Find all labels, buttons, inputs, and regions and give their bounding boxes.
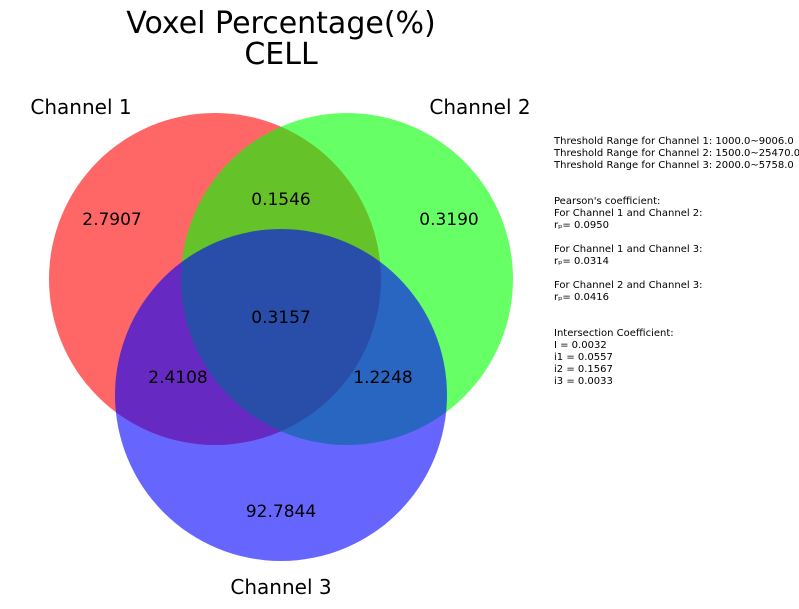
- threshold-channel-1: Threshold Range for Channel 1: 1000.0~90…: [554, 136, 794, 147]
- threshold-channel-3: Threshold Range for Channel 3: 2000.0~57…: [554, 160, 794, 171]
- intersection-i2: i2 = 0.1567: [554, 364, 613, 375]
- set-label-channel-3: Channel 3: [230, 575, 331, 599]
- region-label-channel-1-2-3: 0.3157: [251, 308, 310, 328]
- region-label-channel-3-only: 92.7844: [246, 502, 316, 522]
- set-label-channel-1: Channel 1: [30, 95, 131, 119]
- set-label-channel-2: Channel 2: [429, 95, 530, 119]
- pearson-value-1-3: rₚ= 0.0314: [554, 256, 609, 267]
- chart-title: Voxel Percentage(%): [126, 6, 435, 41]
- pearson-value-2-3: rₚ= 0.0416: [554, 292, 609, 303]
- intersection-i: I = 0.0032: [554, 340, 607, 351]
- venn-circle-channel-3: [115, 229, 447, 561]
- intersection-i3: i3 = 0.0033: [554, 376, 613, 387]
- pearson-value-1-2: rₚ= 0.0950: [554, 220, 609, 231]
- venn-circles: [49, 113, 513, 561]
- region-label-channel-1-3: 2.4108: [148, 368, 207, 388]
- threshold-channel-2: Threshold Range for Channel 2: 1500.0~25…: [554, 148, 799, 159]
- chart-subtitle: CELL: [244, 37, 318, 72]
- intersection-header: Intersection Coefficient:: [554, 328, 674, 339]
- pearson-header: Pearson's coefficient:: [554, 196, 661, 207]
- region-label-channel-1-2: 0.1546: [251, 190, 310, 210]
- region-label-channel-2-3: 1.2248: [353, 368, 412, 388]
- region-label-channel-2-only: 0.3190: [419, 210, 478, 230]
- intersection-i1: i1 = 0.0557: [554, 352, 613, 363]
- pearson-label-1-2: For Channel 1 and Channel 2:: [554, 208, 703, 219]
- region-label-channel-1-only: 2.7907: [82, 210, 141, 230]
- pearson-label-1-3: For Channel 1 and Channel 3:: [554, 244, 703, 255]
- statistics-panel: Threshold Range for Channel 1: 1000.0~90…: [554, 136, 799, 388]
- pearson-label-2-3: For Channel 2 and Channel 3:: [554, 280, 703, 291]
